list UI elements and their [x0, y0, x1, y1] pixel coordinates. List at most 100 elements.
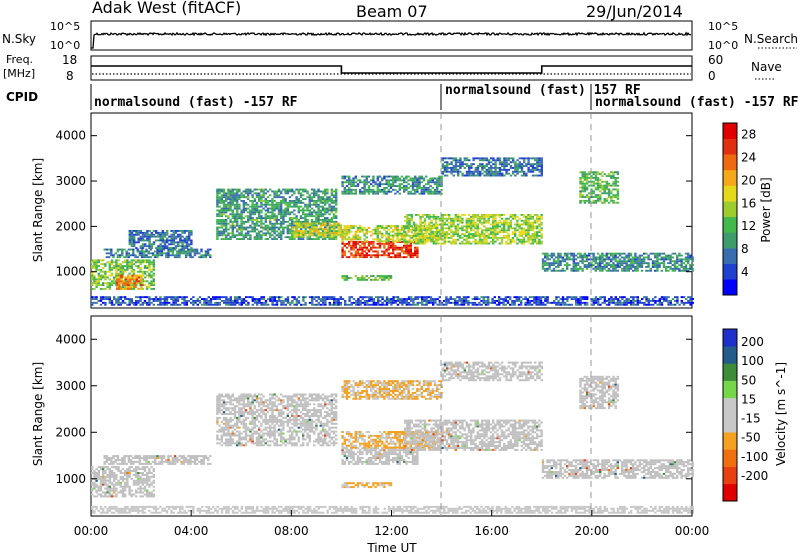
- colorbar-swatch-8: [723, 154, 737, 171]
- y-tick-label-1: 2000: [55, 219, 86, 233]
- echo-band-10: [579, 375, 620, 410]
- colorbar-swatch-5: [723, 397, 737, 416]
- nsearch-tick-bottom: 10^0: [708, 39, 738, 52]
- colorbar-tick-3: 15: [741, 392, 756, 406]
- y-tick-label-0: 1000: [55, 265, 86, 279]
- freq-label-line2: [MHz]: [3, 67, 35, 80]
- x-tick-label-3: 12:00: [374, 524, 409, 538]
- echo-band-13: [579, 171, 620, 204]
- nsky-tick-bottom: 10^0: [50, 39, 80, 52]
- colorbar-swatch-7: [723, 363, 737, 381]
- colorbar-swatch-0: [723, 279, 737, 296]
- echo-band-6: [341, 241, 419, 259]
- x-tick-label-4: 16:00: [474, 524, 509, 538]
- colorbar-swatch-4: [723, 415, 737, 433]
- echo-band-8: [341, 482, 393, 489]
- colorbar-swatch-0: [723, 483, 737, 502]
- power-colorbar-label: Power [dB]: [759, 177, 773, 242]
- velocity-y-ticks: 1000 2000 3000 4000: [55, 332, 692, 486]
- echo-band-4: [216, 188, 338, 240]
- echo-band-10: [441, 157, 543, 177]
- freq-label-line1: Freq.: [6, 53, 33, 66]
- velocity-ylabel: Slant Range [km]: [31, 362, 45, 466]
- colorbar-tick-0: 200: [741, 335, 764, 349]
- x-tick-label-5: 20:00: [575, 524, 610, 538]
- velocity-colorbar-label: Velocity [m s^-1]: [774, 362, 788, 466]
- colorbar-swatch-1: [723, 466, 737, 485]
- velocity-colorbar: 200 100 50 15 -15 -50 -100 -200 Velocity [m s^-…: [722, 328, 788, 502]
- echo-band-5: [404, 419, 543, 451]
- echo-band-6: [341, 380, 443, 400]
- colorbar-tick-1: 100: [741, 354, 764, 368]
- power-echo-cells: [91, 157, 694, 306]
- velocity-echo-cells: [91, 361, 694, 514]
- nsky-frame: [90, 20, 693, 51]
- station-title: Adak West (fitACF): [92, 0, 241, 17]
- cpid-row: CPID normalsound (fast) -157 RF normalso…: [6, 83, 799, 110]
- colorbar-swatch-5: [723, 201, 737, 218]
- power-ylabel: Slant Range [km]: [31, 158, 45, 262]
- velocity-panel: 1000 2000 3000 4000 00:00 04:00 08:00 12:00 16:…: [31, 315, 710, 554]
- colorbar-swatch-6: [723, 380, 737, 399]
- nsearch-tick-top: 10^5: [708, 20, 738, 33]
- power-colorbar-ticks: 4 8 12 16 20 24 28: [741, 127, 756, 279]
- colorbar-tick-7: -200: [741, 469, 768, 483]
- colorbar-tick-0: 4: [741, 265, 749, 279]
- echo-band-8: [404, 214, 543, 245]
- nsky-tick-top: 10^5: [50, 20, 80, 33]
- colorbar-swatch-3: [723, 232, 737, 249]
- echo-band-9: [541, 459, 694, 479]
- colorbar-tick-2: 12: [741, 219, 756, 233]
- freq-tick-bottom: 8: [66, 69, 74, 83]
- x-tick-label-6: 00:00: [675, 524, 710, 538]
- colorbar-swatch-3: [723, 432, 737, 450]
- colorbar-swatch-4: [723, 216, 737, 233]
- echo-band-11: [341, 275, 393, 281]
- x-tick-label-2: 08:00: [274, 524, 309, 538]
- velocity-xlabel: Time UT: [366, 541, 417, 554]
- colorbar-swatch-1: [723, 263, 737, 280]
- beam-title: Beam 07: [356, 2, 428, 21]
- nave-label: Nave: [751, 60, 782, 74]
- power-colorbar-frame: [722, 122, 738, 296]
- freq-panel: Freq. [MHz] 18 8 60 0 Nave: [3, 53, 782, 83]
- colorbar-tick-2: 50: [741, 373, 756, 387]
- colorbar-swatch-6: [723, 185, 737, 202]
- echo-band-2: [103, 248, 212, 259]
- freq-tick-top: 18: [62, 53, 77, 67]
- colorbar-tick-3: 16: [741, 196, 756, 210]
- colorbar-swatch-9: [723, 138, 737, 155]
- colorbar-swatch-2: [723, 449, 737, 467]
- velocity-x-ticks: 00:00 04:00 08:00 12:00 16:00 20:00 00:00: [74, 510, 710, 538]
- echo-band-2: [216, 393, 338, 447]
- x-tick-label-1: 04:00: [174, 524, 209, 538]
- echo-band-1: [103, 455, 212, 465]
- cpid-label: CPID: [6, 90, 38, 104]
- colorbar-tick-5: -50: [741, 431, 761, 445]
- cpid-segment-2: normalsound (fast) -157 RF: [595, 95, 799, 110]
- echo-band-3: [128, 230, 193, 249]
- y-tick-label-1: 2000: [55, 425, 86, 439]
- date-title: 29/Jun/2014: [586, 2, 683, 21]
- nave-tick-bottom: 0: [708, 69, 716, 83]
- colorbar-swatch-10: [723, 123, 737, 139]
- velocity-colorbar-ticks: 200 100 50 15 -15 -50 -100 -200: [741, 335, 768, 483]
- y-tick-label-0: 1000: [55, 472, 86, 486]
- echo-band-1: [116, 274, 143, 290]
- colorbar-tick-5: 24: [741, 150, 756, 164]
- colorbar-swatch-9: [723, 329, 737, 347]
- y-tick-label-3: 4000: [55, 129, 86, 143]
- echo-band-9: [341, 175, 443, 195]
- power-panel: 1000 2000 3000 4000 Slant Range [km]: [31, 112, 694, 309]
- echo-band-12: [541, 252, 694, 272]
- echo-band-11: [91, 505, 694, 514]
- y-tick-label-2: 3000: [55, 379, 86, 393]
- nsky-label: N.Sky: [2, 32, 36, 46]
- velocity-colorbar-frame: [722, 328, 738, 502]
- x-tick-label-0: 00:00: [74, 524, 109, 538]
- nave-tick-top: 60: [708, 53, 723, 67]
- colorbar-tick-4: -15: [741, 412, 761, 426]
- colorbar-tick-4: 20: [741, 173, 756, 187]
- cpid-segment-1: normalsound (fast) 157 RF: [445, 83, 641, 98]
- nsearch-label: N.Search: [744, 32, 798, 46]
